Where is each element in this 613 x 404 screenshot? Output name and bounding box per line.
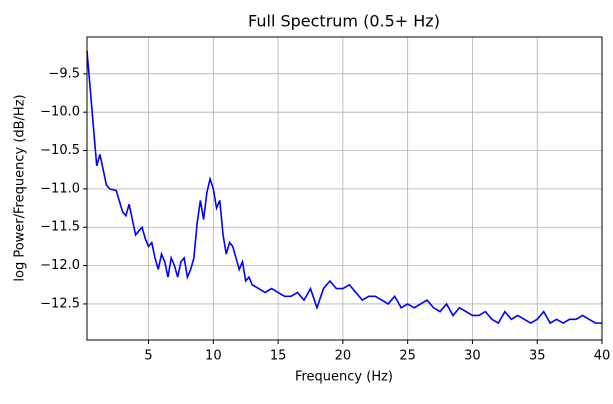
x-tick-label: 35 [529, 349, 546, 364]
x-tick-label: 30 [464, 349, 481, 364]
y-tick-label: −9.5 [48, 66, 80, 81]
line-series [86, 50, 602, 325]
y-tick-label: −12.0 [40, 258, 80, 273]
y-tick-label: −11.0 [40, 181, 80, 196]
y-tick-label: −12.5 [40, 296, 80, 311]
y-tick-label: −10.5 [40, 143, 80, 158]
plot-frame [86, 36, 603, 341]
chart-title: Full Spectrum (0.5+ Hz) [248, 12, 440, 31]
x-tick-label: 20 [335, 349, 352, 364]
x-tick-label: 40 [594, 349, 611, 364]
x-tick-label: 5 [144, 349, 152, 364]
y-tick-label: −10.0 [40, 105, 80, 120]
x-tick-label: 25 [399, 349, 416, 364]
x-axis-label: Frequency (Hz) [295, 370, 393, 385]
x-tick-label: 15 [270, 349, 287, 364]
y-tick-label: −11.5 [40, 220, 80, 235]
y-axis-label: log Power/Frequency (dB/Hz) [13, 94, 28, 281]
x-tick-label: 10 [205, 349, 222, 364]
